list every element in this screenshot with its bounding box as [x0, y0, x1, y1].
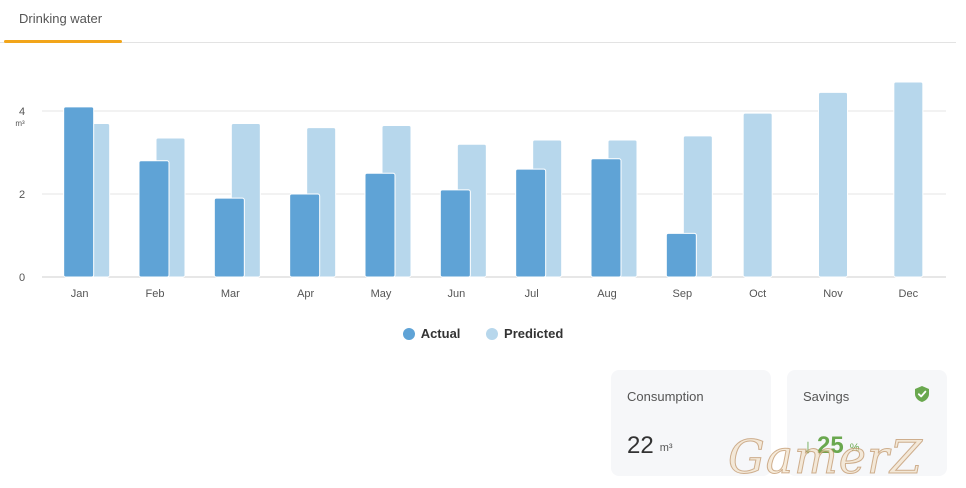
x-tick-label: Sep [673, 288, 693, 300]
consumption-number: 22 [627, 432, 654, 459]
tab-bar: Drinking water [0, 0, 956, 43]
y-tick-label: 0 [19, 272, 25, 284]
y-tick-label: 4 [19, 106, 25, 118]
x-tick-label: Oct [749, 288, 766, 300]
legend-dot-predicted [486, 328, 499, 340]
savings-unit: % [849, 442, 860, 454]
x-tick-label: Feb [146, 288, 165, 300]
tab-label: Drinking water [19, 11, 103, 26]
consumption-value: 22 m³ [627, 432, 673, 460]
consumption-unit: m³ [659, 442, 673, 454]
x-tick-label: Mar [221, 288, 240, 300]
x-tick-label: Aug [597, 288, 617, 300]
x-tick-label: Dec [899, 288, 919, 300]
legend-label-actual: Actual [420, 326, 461, 341]
watermark-logo: GamerZ [728, 430, 923, 485]
consumption-card-title: Consumption [627, 389, 704, 404]
bar-actual-sep [665, 232, 697, 278]
bar-actual-mar [213, 197, 245, 278]
bar-predicted-nov [818, 91, 848, 278]
bar-actual-jan [63, 106, 95, 278]
shield-check-icon [915, 386, 929, 402]
y-tick-label: 2 [19, 189, 25, 201]
x-tick-label: May [371, 288, 392, 300]
legend-label-predicted: Predicted [504, 326, 564, 341]
y-axis-unit-label: m³ [15, 119, 25, 128]
savings-card-title: Savings [803, 389, 850, 404]
bar-actual-aug [590, 158, 622, 278]
bar-predicted-dec [893, 81, 924, 278]
x-tick-label: Jul [525, 288, 539, 300]
savings-value: ↓ 25% [803, 432, 859, 460]
bar-actual-may [364, 172, 396, 278]
legend-item-predicted[interactable]: Predicted [486, 326, 563, 341]
chart-legend: Actual Predicted [0, 326, 966, 341]
bar-predicted-oct [742, 112, 773, 278]
x-tick-label: Apr [297, 288, 314, 300]
x-tick-label: Jan [71, 288, 89, 300]
x-tick-label: Nov [823, 288, 843, 300]
bar-actual-apr [289, 193, 321, 278]
tab-active-indicator [4, 40, 122, 43]
tab-drinking-water[interactable]: Drinking water [4, 0, 122, 43]
consumption-card: Consumption 22 m³ [611, 370, 771, 476]
bar-actual-feb [138, 160, 170, 278]
savings-arrow: ↓ [803, 436, 813, 458]
legend-dot-actual [402, 328, 415, 340]
bar-actual-jul [515, 168, 547, 278]
savings-number: 25 [817, 432, 844, 459]
legend-item-actual[interactable]: Actual [402, 326, 461, 341]
consumption-chart: 0 2 4m³ Jan Feb Mar Apr May Jun Jul Aug Sep Oct Nov De… [15, 81, 946, 300]
bar-actual-jun [439, 189, 471, 278]
savings-card: Savings ↓ 25% [787, 370, 947, 476]
x-tick-label: Jun [447, 288, 465, 300]
